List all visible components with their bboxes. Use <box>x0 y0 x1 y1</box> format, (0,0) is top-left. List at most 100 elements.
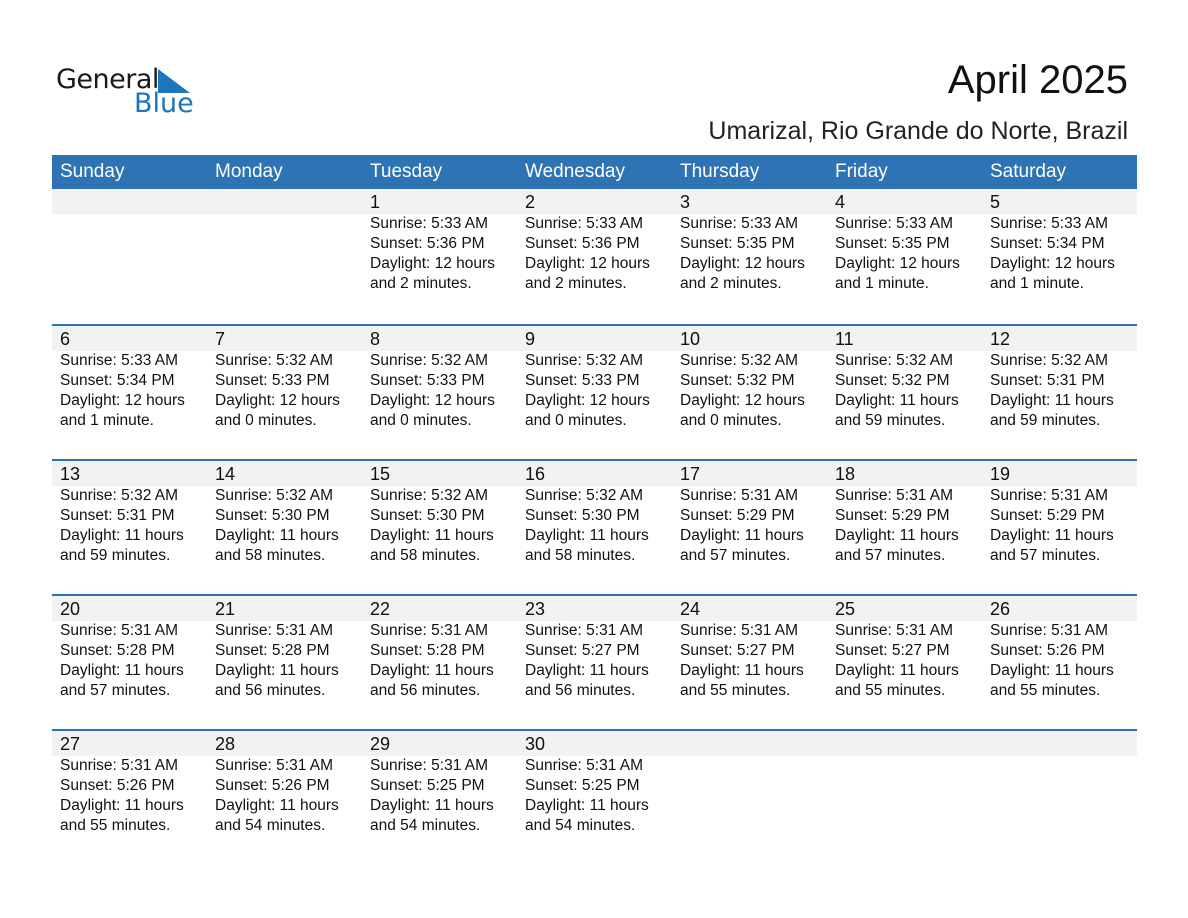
daylight-minutes-text: and 56 minutes. <box>215 682 326 699</box>
sunrise-text: Sunrise: 5:32 AM <box>370 352 489 369</box>
day-cell: 27 Sunrise: 5:31 AM Sunset: 5:26 PM Dayligh… <box>52 731 207 836</box>
sunset-text: Sunset: 5:28 PM <box>370 642 485 659</box>
day-number: 26 <box>990 599 1011 619</box>
daylight-text: Daylight: 11 hours <box>60 797 184 814</box>
day-number: 4 <box>835 192 846 212</box>
day-number: 30 <box>525 734 546 754</box>
day-number: 15 <box>370 464 391 484</box>
day-number: 2 <box>525 192 536 212</box>
daylight-text: Daylight: 11 hours <box>215 527 339 544</box>
day-number: 10 <box>680 329 701 349</box>
day-cell: 28 Sunrise: 5:31 AM Sunset: 5:26 PM Dayligh… <box>207 731 362 836</box>
daylight-text: Daylight: 11 hours <box>990 392 1114 409</box>
sunset-text: Sunset: 5:28 PM <box>60 642 175 659</box>
day-number: 29 <box>370 734 391 754</box>
daylight-minutes-text: and 0 minutes. <box>215 412 317 429</box>
sunrise-text: Sunrise: 5:31 AM <box>525 622 644 639</box>
day-cell: 11 Sunrise: 5:32 AM Sunset: 5:32 PM Dayligh… <box>827 326 982 431</box>
sunset-text: Sunset: 5:29 PM <box>990 507 1105 524</box>
daylight-minutes-text: and 54 minutes. <box>525 817 636 834</box>
daylight-minutes-text: and 1 minute. <box>835 275 929 292</box>
daylight-minutes-text: and 2 minutes. <box>370 275 472 292</box>
empty-cell <box>52 189 207 294</box>
day-number: 18 <box>835 464 856 484</box>
week-row: 20 Sunrise: 5:31 AM Sunset: 5:28 PM Dayligh… <box>52 594 1137 729</box>
day-number: 16 <box>525 464 546 484</box>
sunrise-text: Sunrise: 5:31 AM <box>680 622 799 639</box>
weekday-tuesday: Tuesday <box>370 161 443 182</box>
sunset-text: Sunset: 5:32 PM <box>835 372 950 389</box>
daylight-text: Daylight: 11 hours <box>835 662 959 679</box>
day-cell: 29 Sunrise: 5:31 AM Sunset: 5:25 PM Dayligh… <box>362 731 517 836</box>
logo-text-general: General <box>56 64 159 95</box>
sunset-text: Sunset: 5:28 PM <box>215 642 330 659</box>
daylight-minutes-text: and 54 minutes. <box>215 817 326 834</box>
sunrise-text: Sunrise: 5:31 AM <box>215 622 334 639</box>
sunrise-text: Sunrise: 5:32 AM <box>370 487 489 504</box>
sunrise-text: Sunrise: 5:31 AM <box>370 622 489 639</box>
weekday-sunday: Sunday <box>60 161 125 182</box>
day-cell: 18 Sunrise: 5:31 AM Sunset: 5:29 PM Dayligh… <box>827 461 982 566</box>
daylight-text: Daylight: 11 hours <box>990 527 1114 544</box>
day-number: 5 <box>990 192 1001 212</box>
weekday-thursday: Thursday <box>680 161 760 182</box>
week-cells: 1 Sunrise: 5:33 AM Sunset: 5:36 PM Daylight… <box>52 189 1137 294</box>
sunset-text: Sunset: 5:25 PM <box>525 777 640 794</box>
sunset-text: Sunset: 5:36 PM <box>525 235 640 252</box>
logo-text-blue: Blue <box>134 88 194 119</box>
day-number: 3 <box>680 192 691 212</box>
daylight-text: Daylight: 11 hours <box>680 527 804 544</box>
day-number: 20 <box>60 599 81 619</box>
daylight-minutes-text: and 0 minutes. <box>680 412 782 429</box>
daylight-minutes-text: and 58 minutes. <box>370 547 481 564</box>
daylight-text: Daylight: 11 hours <box>990 662 1114 679</box>
sunset-text: Sunset: 5:32 PM <box>680 372 795 389</box>
page-title: April 2025 <box>947 58 1128 102</box>
daylight-minutes-text: and 55 minutes. <box>835 682 946 699</box>
sunset-text: Sunset: 5:27 PM <box>835 642 950 659</box>
day-cell: 17 Sunrise: 5:31 AM Sunset: 5:29 PM Dayligh… <box>672 461 827 566</box>
day-cell: 9 Sunrise: 5:32 AM Sunset: 5:33 PM Daylight… <box>517 326 672 431</box>
day-cell: 16 Sunrise: 5:32 AM Sunset: 5:30 PM Dayligh… <box>517 461 672 566</box>
sunset-text: Sunset: 5:30 PM <box>215 507 330 524</box>
day-cell: 2 Sunrise: 5:33 AM Sunset: 5:36 PM Daylight… <box>517 189 672 294</box>
day-number: 17 <box>680 464 701 484</box>
week-cells: 20 Sunrise: 5:31 AM Sunset: 5:28 PM Dayligh… <box>52 596 1137 701</box>
location-subtitle: Umarizal, Rio Grande do Norte, Brazil <box>708 117 1128 145</box>
day-number: 9 <box>525 329 536 349</box>
daylight-text: Daylight: 12 hours <box>835 255 960 272</box>
day-number: 6 <box>60 329 71 349</box>
daylight-minutes-text: and 56 minutes. <box>525 682 636 699</box>
daylight-minutes-text: and 0 minutes. <box>370 412 472 429</box>
day-number: 21 <box>215 599 236 619</box>
day-number: 11 <box>835 329 854 349</box>
daylight-minutes-text: and 59 minutes. <box>990 412 1101 429</box>
daylight-text: Daylight: 11 hours <box>835 527 959 544</box>
day-cell: 13 Sunrise: 5:32 AM Sunset: 5:31 PM Dayligh… <box>52 461 207 566</box>
day-cell: 14 Sunrise: 5:32 AM Sunset: 5:30 PM Dayligh… <box>207 461 362 566</box>
week-cells: 6 Sunrise: 5:33 AM Sunset: 5:34 PM Daylight… <box>52 326 1137 431</box>
daylight-minutes-text: and 1 minute. <box>990 275 1084 292</box>
daylight-text: Daylight: 11 hours <box>835 392 959 409</box>
weekday-monday: Monday <box>215 161 283 182</box>
daylight-minutes-text: and 55 minutes. <box>990 682 1101 699</box>
daylight-text: Daylight: 12 hours <box>60 392 185 409</box>
sunset-text: Sunset: 5:29 PM <box>680 507 795 524</box>
daylight-text: Daylight: 11 hours <box>215 797 339 814</box>
sunset-text: Sunset: 5:29 PM <box>835 507 950 524</box>
sunset-text: Sunset: 5:26 PM <box>215 777 330 794</box>
date-band <box>52 731 1137 756</box>
day-cell: 7 Sunrise: 5:32 AM Sunset: 5:33 PM Daylight… <box>207 326 362 431</box>
sunset-text: Sunset: 5:30 PM <box>370 507 485 524</box>
day-cell: 30 Sunrise: 5:31 AM Sunset: 5:25 PM Dayligh… <box>517 731 672 836</box>
sunset-text: Sunset: 5:30 PM <box>525 507 640 524</box>
empty-cell <box>827 731 982 836</box>
daylight-minutes-text: and 1 minute. <box>60 412 154 429</box>
sunrise-text: Sunrise: 5:31 AM <box>525 757 644 774</box>
daylight-minutes-text: and 59 minutes. <box>835 412 946 429</box>
day-cell: 23 Sunrise: 5:31 AM Sunset: 5:27 PM Dayligh… <box>517 596 672 701</box>
day-cell: 22 Sunrise: 5:31 AM Sunset: 5:28 PM Dayligh… <box>362 596 517 701</box>
day-cell: 10 Sunrise: 5:32 AM Sunset: 5:32 PM Dayligh… <box>672 326 827 431</box>
daylight-text: Daylight: 11 hours <box>525 527 649 544</box>
day-number: 27 <box>60 734 81 754</box>
